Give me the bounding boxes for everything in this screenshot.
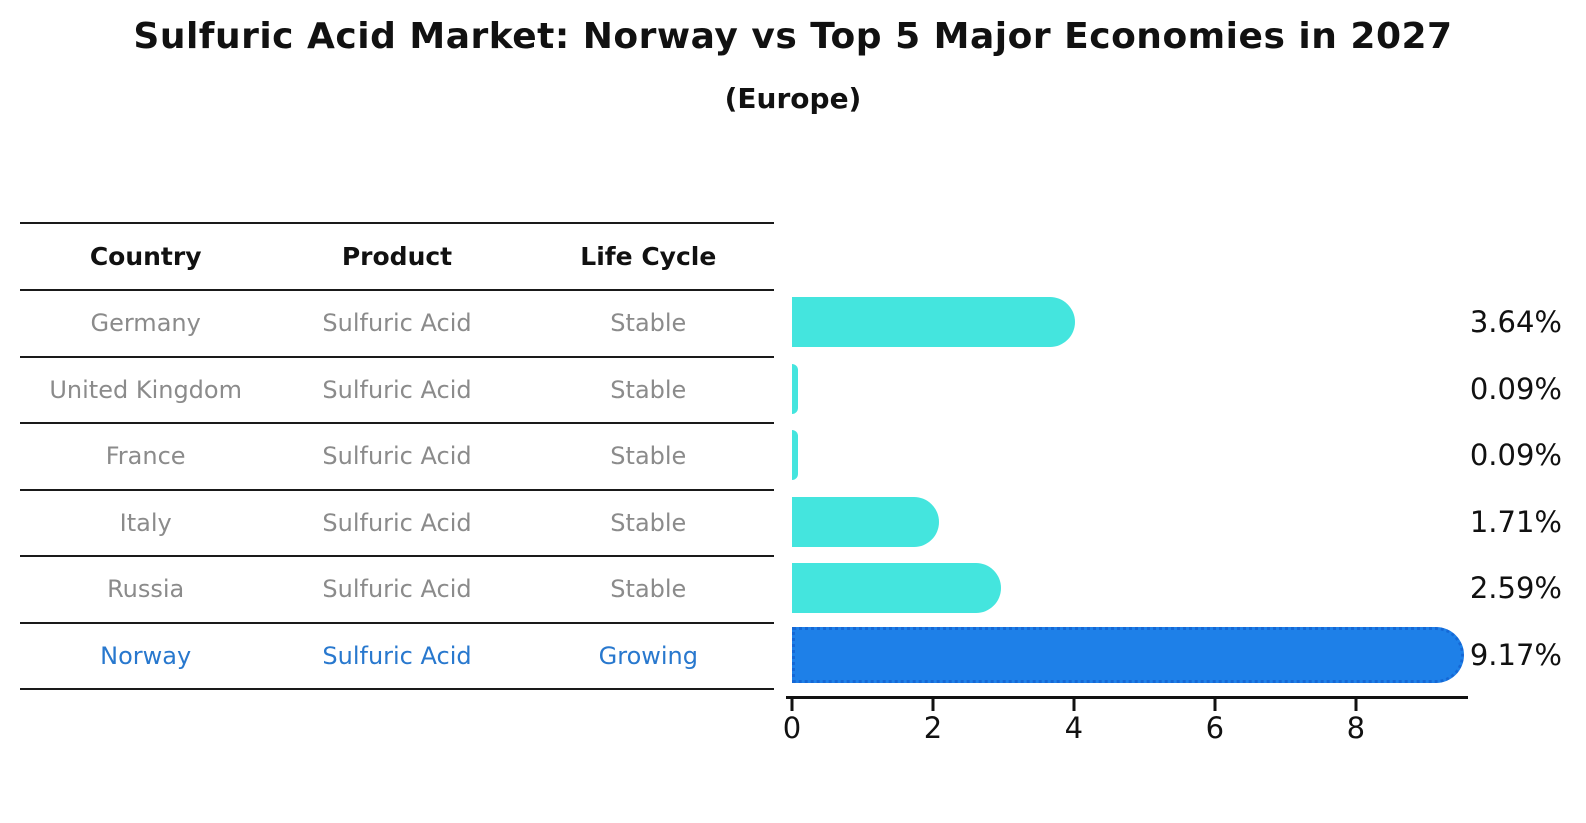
bar-row-russia	[786, 555, 1486, 622]
cell-life-cycle: Stable	[610, 575, 687, 604]
bar-row-germany	[786, 289, 1486, 356]
cell-product: Sulfuric Acid	[322, 375, 472, 404]
chart-subtitle: (Europe)	[724, 82, 862, 115]
x-tick-label: 4	[1064, 711, 1084, 745]
x-tick-mark	[931, 699, 935, 711]
x-tick-mark	[1072, 699, 1076, 711]
cell-product: Sulfuric Acid	[322, 641, 472, 670]
x-tick-mark	[1213, 699, 1217, 711]
bar-chart-plot-area	[786, 289, 1486, 688]
cell-life-cycle: Stable	[610, 442, 687, 471]
value-label-norway: 9.17%	[1469, 637, 1562, 672]
value-label-france: 0.09%	[1469, 438, 1562, 473]
column-header-life-cycle: Life Cycle	[580, 242, 717, 271]
x-tick-mark	[1354, 699, 1358, 711]
bar-italy	[792, 496, 939, 547]
x-axis-line	[786, 696, 1468, 699]
value-label-germany: 3.64%	[1469, 305, 1562, 340]
cell-product: Sulfuric Acid	[322, 309, 472, 338]
column-header-country: Country	[89, 242, 202, 271]
chart-title: Sulfuric Acid Market: Norway vs Top 5 Ma…	[133, 16, 1453, 57]
x-tick-label: 2	[923, 711, 943, 745]
cell-country: Norway	[100, 641, 192, 670]
value-label-united-kingdom: 0.09%	[1469, 371, 1562, 406]
column-header-product: Product	[341, 242, 453, 271]
cell-life-cycle: Stable	[610, 508, 687, 537]
bar-germany	[792, 297, 1075, 348]
value-label-italy: 1.71%	[1469, 504, 1562, 539]
bar-row-united-kingdom	[786, 356, 1486, 423]
table-row-norway: Norway Sulfuric Acid Growing	[20, 624, 774, 690]
bar-row-italy	[786, 489, 1486, 556]
x-tick-mark	[790, 699, 794, 711]
bar-row-france	[786, 422, 1486, 489]
cell-country: France	[105, 442, 186, 471]
bar-france	[792, 430, 799, 481]
value-label-russia: 2.59%	[1469, 571, 1562, 606]
table-row-italy: Italy Sulfuric Acid Stable	[20, 491, 774, 557]
cell-country: Germany	[90, 309, 201, 338]
bar-norway	[792, 626, 1465, 683]
cell-country: United Kingdom	[49, 375, 242, 404]
value-label-column: 3.64% 0.09% 0.09% 1.71% 2.59% 9.17%	[1470, 289, 1562, 688]
x-tick-label: 8	[1346, 711, 1366, 745]
cell-product: Sulfuric Acid	[322, 575, 472, 604]
table-header-row: Country Product Life Cycle	[20, 224, 774, 291]
cell-life-cycle: Stable	[610, 375, 687, 404]
table-row-france: France Sulfuric Acid Stable	[20, 424, 774, 491]
cell-product: Sulfuric Acid	[322, 508, 472, 537]
table-row-united-kingdom: United Kingdom Sulfuric Acid Stable	[20, 358, 774, 424]
cell-country: Italy	[119, 508, 172, 537]
x-axis: 0 2 4 6 8	[783, 696, 1470, 756]
cell-life-cycle: Growing	[598, 641, 698, 670]
x-tick-label: 0	[782, 711, 802, 745]
table-row-russia: Russia Sulfuric Acid Stable	[20, 557, 774, 624]
table-row-germany: Germany Sulfuric Acid Stable	[20, 291, 774, 358]
bar-russia	[792, 563, 1001, 614]
bar-row-norway	[786, 622, 1486, 689]
cell-product: Sulfuric Acid	[322, 442, 472, 471]
x-tick-label: 6	[1205, 711, 1225, 745]
country-table: Country Product Life Cycle Germany Sulfu…	[20, 222, 774, 690]
cell-country: Russia	[107, 575, 185, 604]
bar-united-kingdom	[792, 363, 799, 414]
cell-life-cycle: Stable	[610, 309, 687, 338]
